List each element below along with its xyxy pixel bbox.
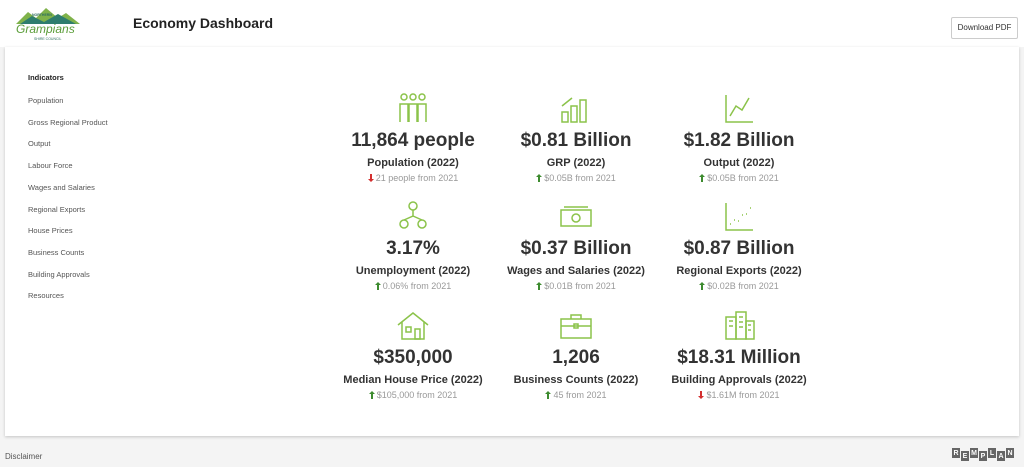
change-text: $0.05B from 2021 [544,173,616,183]
change-arrow [536,174,543,182]
card-label: Building Approvals (2022) [671,374,807,386]
download-button[interactable]: Download PDF [951,17,1018,39]
change-text: $0.02B from 2021 [707,281,779,291]
card-label: Output (2022) [703,157,775,169]
card-change: $0.02B from 2021 [654,281,824,291]
change-arrow [374,282,381,290]
indicator-card: $350,000 Median House Price (2022) $105,00… [328,309,498,400]
sidebar-item[interactable]: House Prices [28,226,73,236]
change-arrow [536,282,543,290]
change-text: $1.61M from 2021 [706,390,780,400]
card-label: Median House Price (2022) [343,374,483,386]
indicator-card: 3.17% Unemployment (2022) 0.06% from 2021 [328,200,498,291]
card-icon [725,95,753,123]
change-text: 21 people from 2021 [375,173,459,183]
brand-letter: L [988,448,996,458]
brand-letter: R [952,448,960,458]
card-label: Business Counts (2022) [513,374,639,386]
indicator-card: $0.87 Billion Regional Exports (2022) $0.0… [654,200,824,291]
sidebar-item[interactable]: Resources [28,291,64,301]
card-icon [399,201,427,229]
panel [5,47,1019,436]
card-change: 45 from 2021 [491,390,661,400]
card-label: GRP (2022) [546,157,606,169]
indicator-card: 1,206 Business Counts (2022) 45 from 2021 [491,309,661,400]
change-text: 45 from 2021 [553,390,607,400]
card-label: Unemployment (2022) [355,265,471,277]
card-change: $0.05B from 2021 [491,173,661,183]
logo-mountains [16,8,80,24]
card-label: Population (2022) [367,157,459,169]
card-change: 0.06% from 2021 [328,281,498,291]
change-arrow [699,174,706,182]
card-icon [399,93,427,122]
change-text: $0.01B from 2021 [544,281,616,291]
disclaimer-link[interactable]: Disclaimer [5,452,43,461]
brand-letter: M [970,448,978,458]
sidebar-item[interactable]: Building Approvals [28,269,90,279]
sidebar-item[interactable]: Population [28,96,64,105]
card-value: 1,206 [552,347,600,368]
sidebar-heading: Indicators [28,73,64,82]
change-arrow [699,282,706,290]
sidebar-item[interactable]: Regional Exports [28,204,86,214]
card-value: $18.31 Million [677,347,801,368]
card-value: 11,864 people [351,130,475,151]
change-text: 0.06% from 2021 [382,281,452,291]
sidebar-item[interactable]: Labour Force [28,161,73,171]
sidebar-item[interactable]: Business Counts [28,247,85,257]
card-label: Regional Exports (2022) [676,265,802,277]
change-arrow [698,391,705,399]
card-icon [560,314,592,339]
indicator-card: $0.81 Billion GRP (2022) $0.05B from 2021 [491,92,661,183]
logo-bottom: SHIRE COUNCIL [34,37,62,41]
sidebar-item[interactable]: Wages and Salaries [28,182,95,192]
brand-letter: E [961,451,969,461]
logo-main: Grampians [16,22,75,36]
indicator-card: $18.31 Million Building Approvals (2022) $… [654,309,824,400]
change-text: $105,000 from 2021 [376,390,458,400]
brand-letter: N [1006,448,1014,458]
sidebar-item[interactable]: Gross Regional Product [28,117,108,127]
card-value: $350,000 [373,347,453,368]
card-icon [560,206,592,227]
card-value: 3.17% [386,238,440,259]
card-icon [725,311,755,340]
logo[interactable]: NORTHERN Grampians SHIRE COUNCIL [14,6,82,42]
card-icon [561,97,587,123]
indicator-card: $1.82 Billion Output (2022) $0.05B from 20… [654,92,824,183]
indicator-card: 11,864 people Population (2022) 21 people … [328,92,498,183]
card-icon [725,203,753,231]
card-change: $0.05B from 2021 [654,173,824,183]
card-value: $1.82 Billion [683,130,795,151]
change-arrow [367,174,374,182]
brand-letter: P [979,451,987,461]
card-change: $0.01B from 2021 [491,281,661,291]
header: NORTHERN Grampians SHIRE COUNCIL Economy… [0,0,1024,47]
card-label: Wages and Salaries (2022) [507,265,645,277]
card-value: $0.37 Billion [520,238,632,259]
card-change: $1.61M from 2021 [654,390,824,400]
card-change: 21 people from 2021 [328,173,498,183]
change-text: $0.05B from 2021 [707,173,779,183]
card-change: $105,000 from 2021 [328,390,498,400]
logo-top: NORTHERN [32,13,52,17]
indicator-card: $0.37 Billion Wages and Salaries (2022) $0… [491,200,661,291]
sidebar-item[interactable]: Output [28,139,51,149]
card-value: $0.81 Billion [520,130,632,151]
card-value: $0.87 Billion [683,238,795,259]
page-title: Economy Dashboard [133,15,274,31]
brand-letter: A [997,451,1005,461]
card-icon [397,312,429,340]
change-arrow [545,391,552,399]
change-arrow [368,391,375,399]
